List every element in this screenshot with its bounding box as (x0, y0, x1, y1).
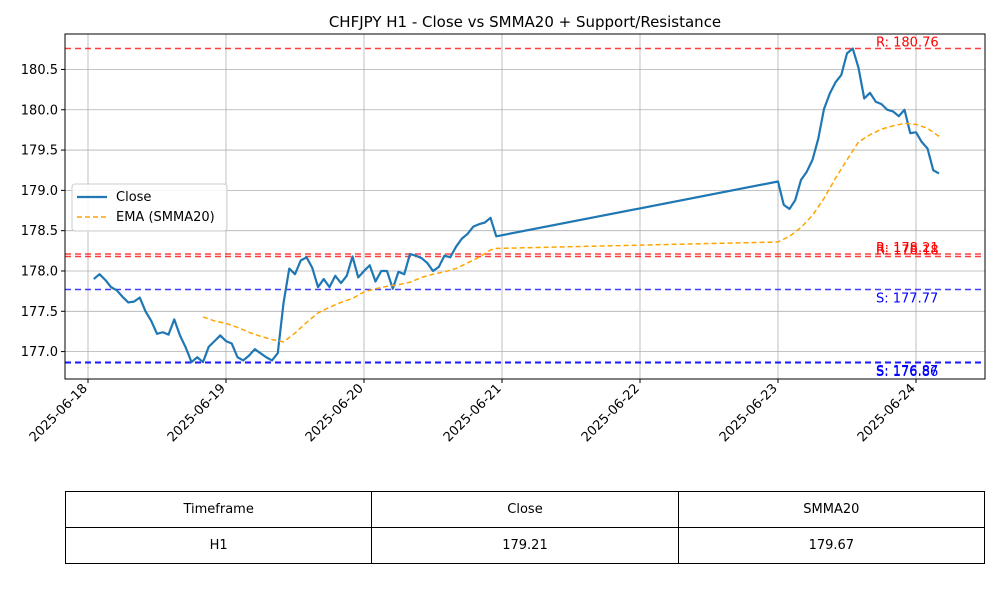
y-tick-label: 178.0 (21, 264, 58, 279)
chart-title: CHFJPY H1 - Close vs SMMA20 + Support/Re… (329, 13, 721, 31)
smma20-line (202, 122, 940, 343)
table-header-timeframe: Timeframe (64, 491, 373, 528)
y-tick-label: 180.5 (21, 63, 58, 78)
table-cell-timeframe: H1 (64, 527, 373, 564)
table-header-row: Timeframe Close SMMA20 (64, 491, 986, 528)
table-header-close: Close (371, 491, 679, 528)
y-tick-label: 177.5 (21, 305, 58, 320)
legend-label-smma20: EMA (SMMA20) (116, 210, 215, 225)
resistance-level-label: R: 180.76 (876, 36, 939, 51)
table-cell-smma20: 179.67 (677, 527, 986, 564)
summary-table: Timeframe Close SMMA20 H1 179.21 179.67 (64, 491, 986, 564)
y-tick-label: 180.0 (21, 103, 58, 118)
y-tick-label: 178.5 (21, 224, 58, 239)
support-level-label: S: 177.77 (876, 292, 938, 307)
level-labels: R: 180.76 R: 178.21R: 178.18 S: 177.77 S: 1… (876, 36, 939, 380)
series-lines (93, 47, 940, 364)
table-cell-close: 179.21 (371, 527, 679, 564)
table-row: H1 179.21 179.67 (64, 527, 986, 564)
legend-box (71, 183, 228, 232)
y-tick-label: 179.5 (21, 144, 58, 159)
plot-frame (64, 33, 986, 380)
y-tick-label: 177.0 (21, 345, 58, 360)
resistance-level-label: R: 178.18 (876, 243, 939, 258)
y-tick-label: 179.0 (21, 184, 58, 199)
legend: Close EMA (SMMA20) (71, 183, 228, 232)
support-resistance-lines (65, 47, 985, 364)
support-level-label: S: 176.86 (876, 365, 938, 380)
legend-label-close: Close (116, 190, 151, 205)
resistance-level-label: R: 178.21 (876, 241, 939, 256)
support-level-label: S: 176.87 (876, 364, 938, 379)
close-price-line (93, 47, 940, 364)
y-axis-ticks: 177.0 177.5 178.0 178.5 179.0 179.5 180.0 180.5 (21, 63, 65, 360)
table-header-smma20: SMMA20 (677, 491, 986, 528)
